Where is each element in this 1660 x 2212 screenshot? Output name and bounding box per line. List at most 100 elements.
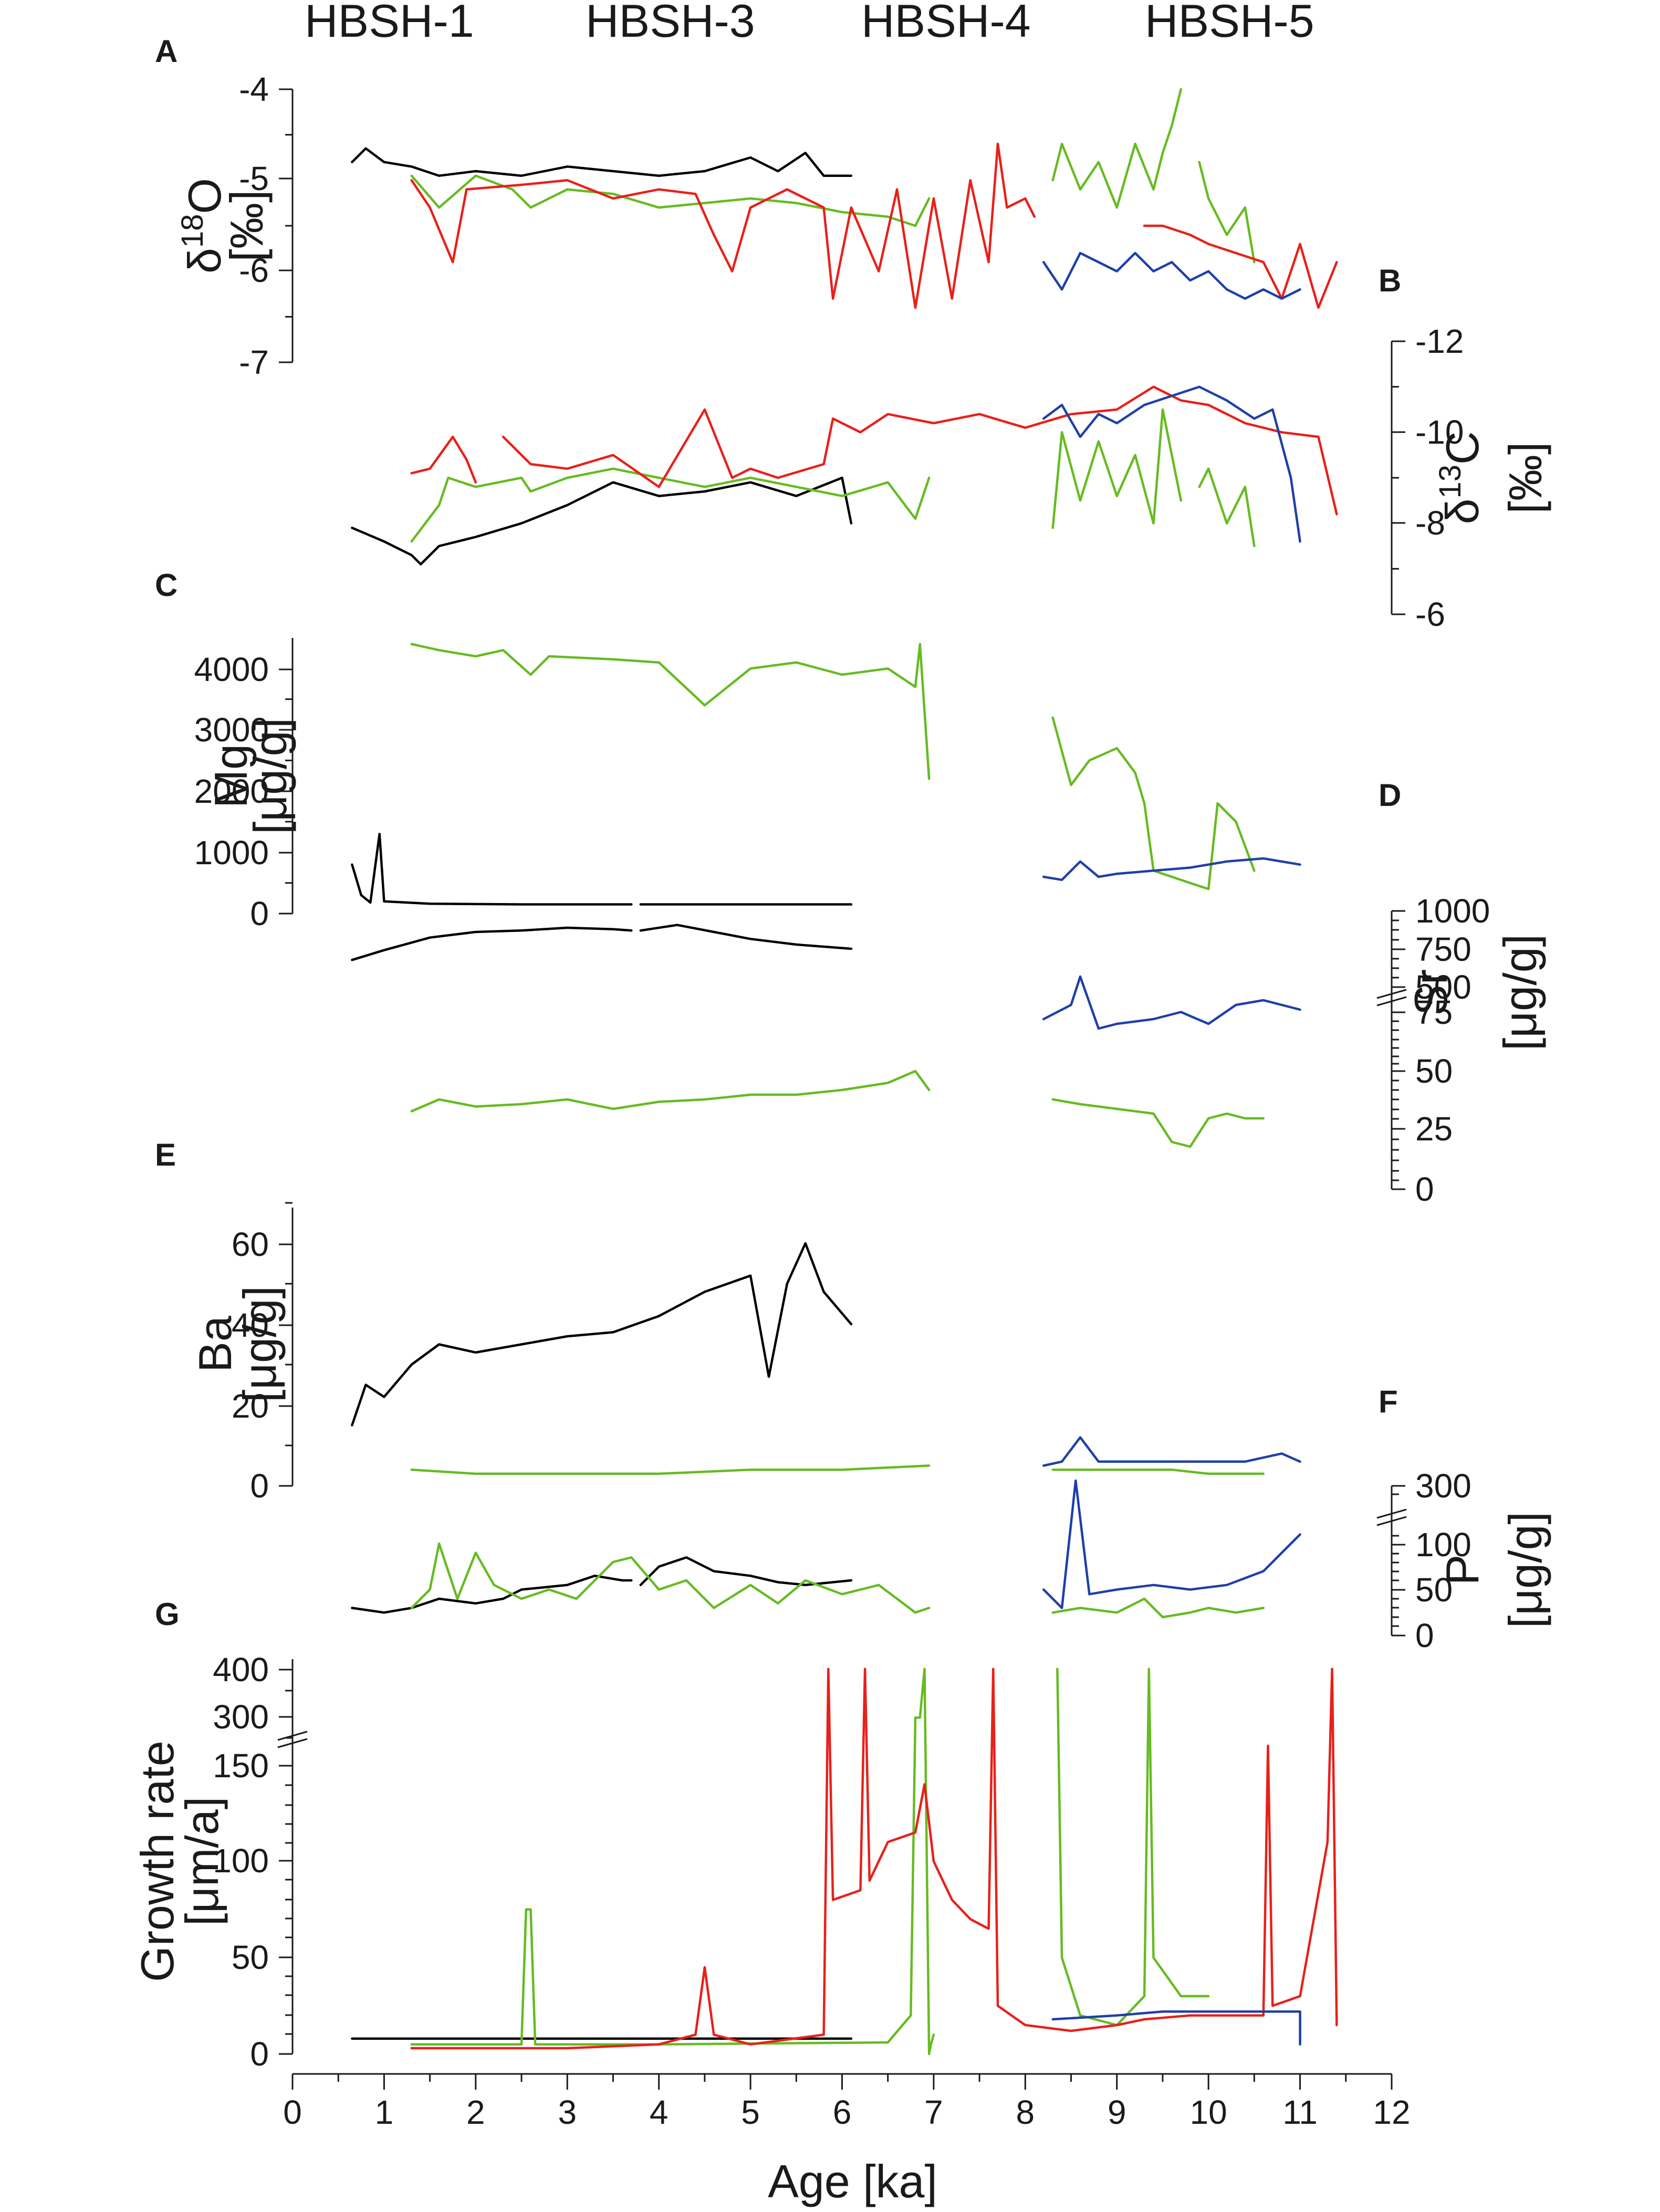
- y-tick-label: 3000: [194, 711, 269, 749]
- series-hbsh-5-g: [1051, 2010, 1301, 2046]
- y-tick-label: 150: [213, 1747, 269, 1785]
- x-tick-label: 2: [466, 2093, 485, 2131]
- y-tick-label: 300: [213, 1698, 269, 1736]
- x-tick-label: 10: [1190, 2093, 1227, 2131]
- y-axis-label: δ13C: [1433, 431, 1488, 524]
- y-tick-label: -7: [239, 343, 269, 381]
- series-hbsh-1-a: [351, 147, 853, 177]
- series-hbsh-1-f: [639, 1556, 853, 1587]
- y-tick-label: 60: [232, 1225, 269, 1263]
- y-axis-label: Sr: [1405, 969, 1457, 1015]
- series-hbsh-3-b: [1198, 467, 1256, 548]
- series-hbsh-3-a: [410, 174, 931, 227]
- y-tick-label: 1000: [194, 834, 269, 872]
- series-hbsh-3-g: [1056, 1668, 1210, 2027]
- panel-c: 4000 3000 2000 1000 0 C Mg[μg/g]: [155, 568, 1301, 932]
- axis-break-mark: [1376, 996, 1407, 1007]
- y-axis-unit: [μg/g]: [1499, 1512, 1551, 1628]
- x-tick-label: 9: [1108, 2093, 1126, 2131]
- axis-break-mark: [1376, 1516, 1407, 1526]
- panel-g: 400 300 150 100 50 0 G Growth rate[μm/a]: [131, 1597, 1338, 2073]
- y-tick-label: 0: [250, 2035, 269, 2073]
- legend: HBSH-1 HBSH-3 HBSH-4 HBSH-5: [305, 0, 1314, 47]
- axis-break-mark: [277, 1738, 308, 1748]
- panel-letter: G: [155, 1597, 180, 1632]
- panel-letter: C: [155, 568, 178, 603]
- panel-f: 300 100 50 0 F P [μg/g]: [351, 1384, 1551, 1654]
- series-hbsh-1-f: [351, 1575, 633, 1614]
- y-tick-label: 75: [1415, 993, 1453, 1031]
- x-axis-label: Age [ka]: [768, 2155, 937, 2207]
- x-tick-label: 5: [741, 2093, 760, 2131]
- y-axis-label: Mg: [205, 744, 257, 808]
- axis-break-mark: [1376, 1508, 1407, 1519]
- y-tick-label: -4: [239, 70, 269, 108]
- series-hbsh-1-b: [351, 476, 853, 565]
- y-tick-label: 25: [1415, 1110, 1453, 1148]
- legend-hbsh-5: HBSH-5: [1145, 0, 1314, 47]
- y-tick-label: -6: [239, 251, 269, 289]
- series-hbsh-1-e: [351, 1242, 853, 1427]
- series-hbsh-5-b: [1042, 385, 1301, 543]
- y-tick-label: 0: [250, 1467, 269, 1505]
- x-tick-label: 3: [558, 2093, 577, 2131]
- y-axis-unit: [μm/a]: [176, 1797, 228, 1926]
- series-hbsh-3-e: [1051, 1468, 1265, 1475]
- panel-e: 60 40 20 0 E Ba[μg/g]: [155, 1137, 1301, 1505]
- y-tick-label: 1000: [1415, 892, 1490, 930]
- panel-letter: A: [155, 34, 178, 69]
- series-hbsh-3-e: [410, 1464, 931, 1475]
- x-tick-label: 1: [375, 2093, 394, 2131]
- y-tick-label: 400: [213, 1651, 269, 1689]
- series-hbsh-5-d: [1042, 975, 1301, 1030]
- series-hbsh-3-b: [1051, 408, 1183, 529]
- x-tick-label: 6: [833, 2093, 852, 2131]
- series-hbsh-3-f: [1051, 1597, 1265, 1619]
- y-tick-label: 0: [250, 895, 269, 932]
- y-axis-label: P: [1436, 1555, 1488, 1586]
- y-axis-unit: [μg/g]: [244, 718, 296, 834]
- y-tick-label: 4000: [194, 651, 269, 688]
- y-tick-label: 0: [1415, 1170, 1434, 1208]
- series-hbsh-1-d: [351, 926, 633, 961]
- y-tick-label: -5: [239, 160, 269, 197]
- panel-letter: E: [155, 1137, 176, 1172]
- x-tick-label: 4: [650, 2093, 669, 2131]
- series-hbsh-4-g: [410, 1668, 1338, 2050]
- legend-hbsh-3: HBSH-3: [586, 0, 755, 47]
- panel-letter: B: [1379, 263, 1401, 298]
- y-axis-unit: [‰]: [221, 190, 273, 262]
- series-hbsh-5-e: [1042, 1436, 1301, 1467]
- series-hbsh-4-a: [1143, 224, 1338, 309]
- y-tick-label: -12: [1415, 322, 1464, 360]
- y-tick-label: 100: [1415, 1526, 1471, 1564]
- series-hbsh-3-d: [410, 1070, 931, 1113]
- series-hbsh-3-a: [1198, 161, 1256, 264]
- series-hbsh-1-c: [351, 833, 633, 906]
- y-axis-unit: [μg/g]: [1494, 934, 1546, 1051]
- series-hbsh-3-g: [410, 1668, 935, 2056]
- legend-hbsh-1: HBSH-1: [305, 0, 474, 47]
- axis-break-mark: [1376, 989, 1407, 999]
- y-tick-label: -6: [1415, 595, 1445, 633]
- y-tick-label: 500: [1415, 968, 1471, 1006]
- y-tick-label: 20: [232, 1387, 269, 1425]
- y-axis-label: Ba: [189, 1316, 241, 1372]
- series-hbsh-4-a: [410, 142, 1036, 309]
- y-tick-label: 300: [1415, 1467, 1471, 1505]
- series-hbsh-1-d: [639, 924, 853, 950]
- y-tick-label: 50: [1415, 1571, 1453, 1609]
- series-hbsh-5-f: [1042, 1479, 1301, 1609]
- series-hbsh-3-f: [410, 1542, 931, 1614]
- axis-break-mark: [277, 1731, 308, 1741]
- series-hbsh-4-b: [502, 385, 1338, 516]
- legend-hbsh-4: HBSH-4: [861, 0, 1031, 47]
- panel-letter: F: [1379, 1384, 1398, 1419]
- series-hbsh-4-b: [410, 435, 477, 484]
- x-tick-label: 7: [924, 2093, 943, 2131]
- y-tick-label: 2000: [194, 772, 269, 810]
